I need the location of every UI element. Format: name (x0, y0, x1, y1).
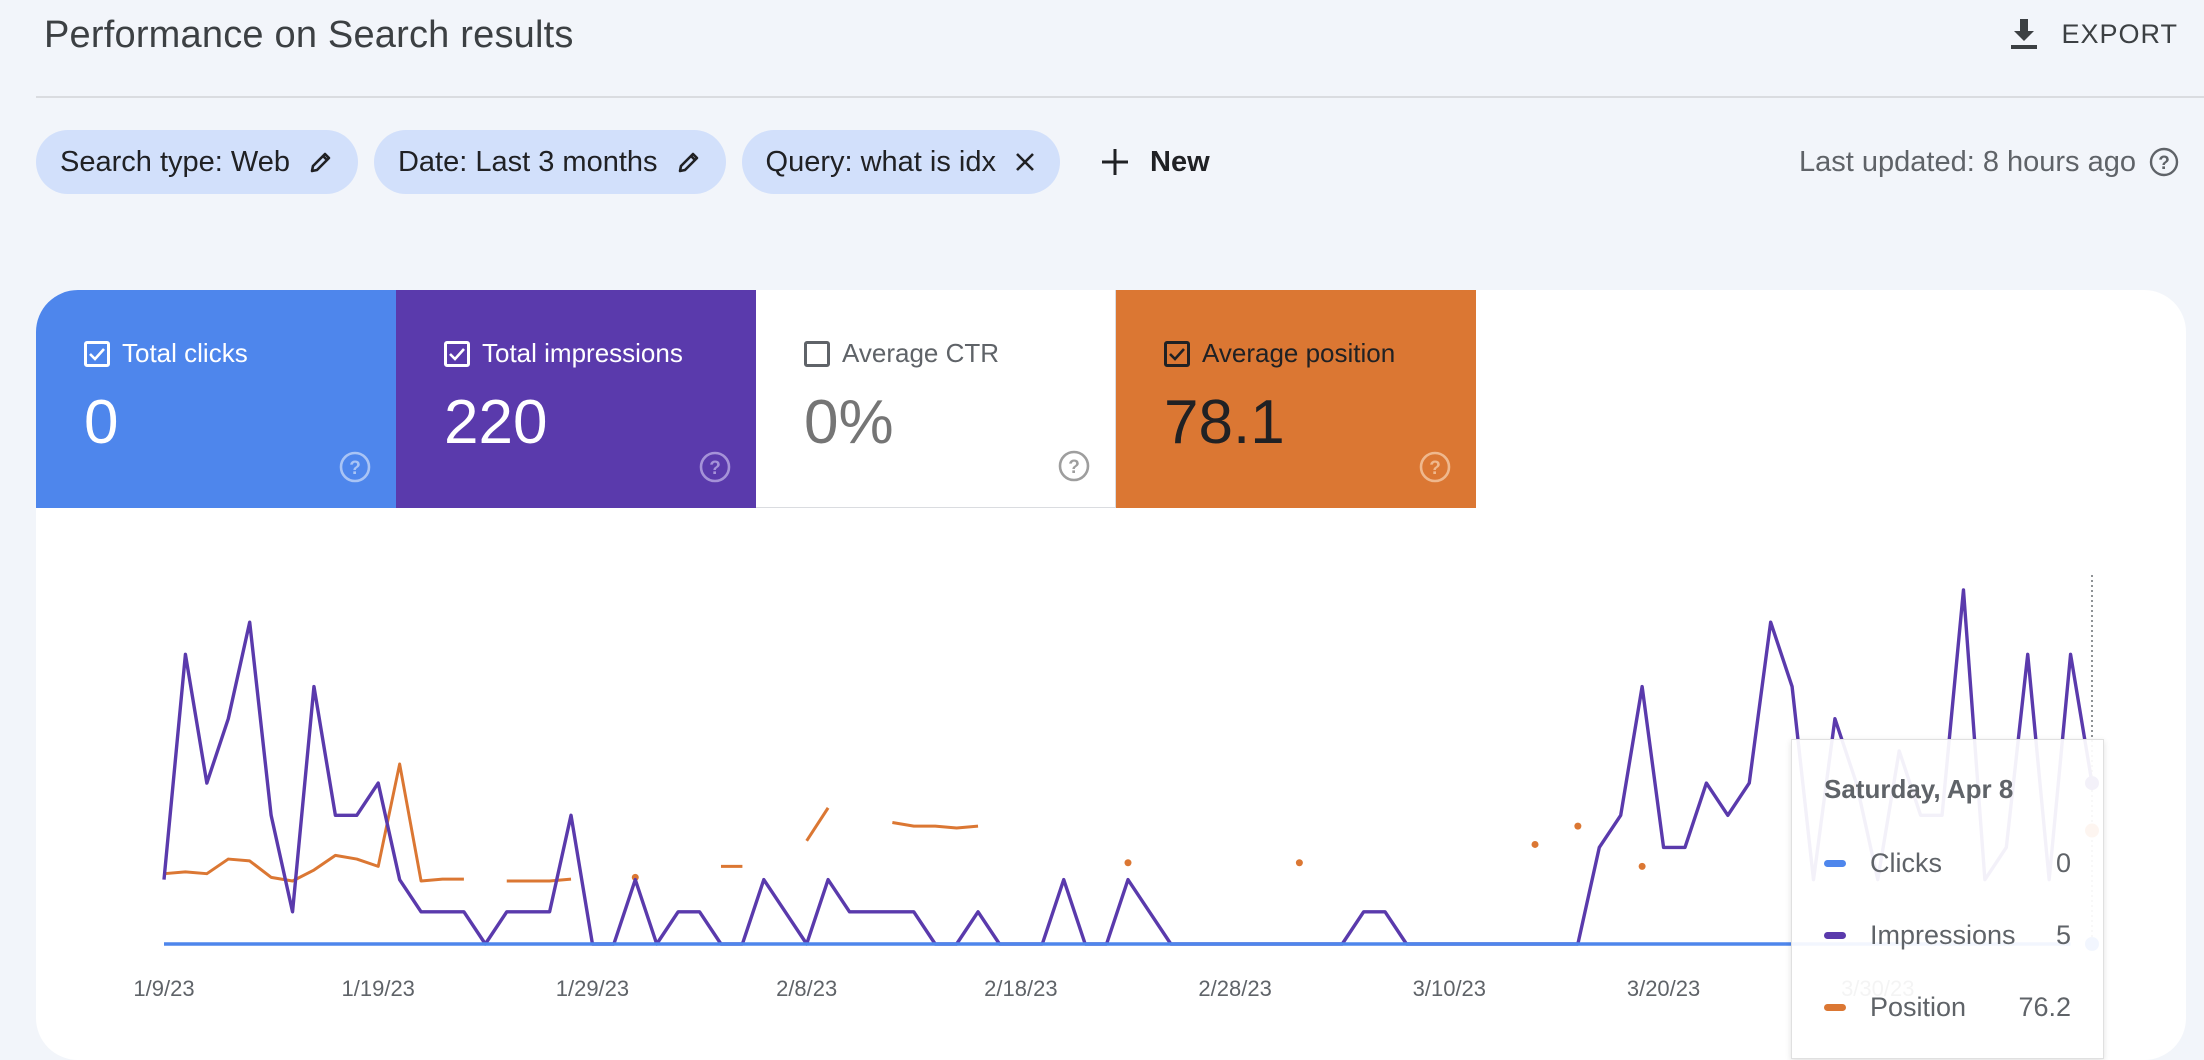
chart-tooltip: Saturday, Apr 8 Clicks 0 Impressions 5 P… (1791, 739, 2104, 1059)
last-updated: Last updated: 8 hours ago ? (1799, 140, 2180, 184)
tooltip-series-value: 5 (2055, 919, 2071, 950)
position-line (892, 821, 979, 830)
filter-chip-date[interactable]: Date: Last 3 months (373, 130, 726, 194)
metric-label: Total clicks (122, 338, 248, 368)
x-tick-label: 1/9/23 (133, 976, 194, 1001)
new-filter-label: New (1150, 145, 1210, 178)
page-title: Performance on Search results (44, 14, 574, 56)
checkbox-checked-icon[interactable] (444, 340, 470, 367)
position-line (163, 762, 464, 883)
x-tick-label: 2/8/23 (776, 976, 837, 1001)
page-header: Performance on Search results EXPORT (0, 0, 2204, 98)
checkbox-checked-icon[interactable] (84, 340, 110, 367)
help-icon[interactable]: ? (698, 450, 732, 484)
close-icon[interactable] (1014, 151, 1036, 173)
tooltip-row-position: Position 76.2 (1824, 971, 2071, 1043)
position-point (631, 873, 639, 881)
metric-total-impressions[interactable]: Total impressions 220 ? (396, 290, 756, 508)
position-line (506, 877, 572, 883)
metric-average-position[interactable]: Average position 78.1 ? (1116, 290, 1476, 508)
x-tick-label: 3/10/23 (1413, 976, 1486, 1001)
pencil-icon[interactable] (676, 149, 702, 175)
help-icon[interactable]: ? (1057, 449, 1091, 483)
svg-text:?: ? (349, 458, 361, 479)
x-tick-label: 3/20/23 (1627, 976, 1700, 1001)
legend-swatch (1824, 1003, 1846, 1011)
tooltip-series-name: Position (1870, 991, 1967, 1022)
svg-text:?: ? (709, 458, 721, 479)
pencil-icon[interactable] (308, 149, 334, 175)
metric-average-ctr[interactable]: Average CTR 0% ? (756, 290, 1116, 508)
metric-total-clicks[interactable]: Total clicks 0 ? (36, 290, 396, 508)
x-tick-label: 2/18/23 (984, 976, 1057, 1001)
chip-label: Date: Last 3 months (397, 145, 658, 178)
export-button[interactable]: EXPORT (2009, 12, 2178, 56)
x-tick-label: 2/28/23 (1198, 976, 1271, 1001)
chip-label: Search type: Web (60, 145, 290, 178)
position-point (1638, 862, 1646, 870)
plus-icon (1102, 149, 1128, 175)
metric-value: 0 (84, 388, 119, 457)
metric-value: 0% (804, 388, 894, 457)
position-point (1124, 859, 1132, 867)
x-tick-label: 1/29/23 (556, 976, 629, 1001)
legend-swatch (1824, 859, 1846, 867)
performance-card: Total clicks 0 ? Total impressions 220 ?… (36, 290, 2186, 1060)
header-divider (36, 96, 2204, 98)
download-icon (2011, 19, 2038, 49)
metric-value: 220 (444, 388, 548, 457)
metric-label: Total impressions (482, 338, 683, 368)
x-tick-label: 1/19/23 (342, 976, 415, 1001)
export-label: EXPORT (2061, 18, 2178, 49)
checkbox-checked-icon[interactable] (1164, 340, 1190, 367)
svg-text:?: ? (1068, 457, 1080, 478)
help-icon[interactable]: ? (2148, 146, 2180, 178)
position-point (1574, 822, 1582, 830)
position-line (805, 807, 830, 842)
metric-label: Average CTR (842, 338, 1000, 368)
position-point (1295, 859, 1303, 867)
legend-swatch (1824, 931, 1846, 939)
filter-bar: Search type: Web Date: Last 3 months Que… (36, 130, 1234, 194)
last-updated-text: Last updated: 8 hours ago (1799, 145, 2136, 178)
checkbox-unchecked-icon[interactable] (804, 340, 830, 367)
metric-value: 78.1 (1164, 388, 1285, 457)
svg-text:?: ? (2158, 153, 2170, 174)
tooltip-row-clicks: Clicks 0 (1824, 827, 2071, 899)
tooltip-date: Saturday, Apr 8 (1824, 774, 2014, 804)
metric-label: Average position (1202, 338, 1396, 368)
new-filter-button[interactable]: New (1076, 130, 1234, 194)
filter-chip-search-type[interactable]: Search type: Web (36, 130, 358, 194)
tooltip-series-value: 0 (2055, 847, 2071, 878)
position-point (1531, 840, 1539, 848)
tooltip-row-impressions: Impressions 5 (1824, 899, 2071, 971)
tooltip-series-name: Impressions (1870, 919, 2016, 950)
filter-chip-query[interactable]: Query: what is idx (741, 130, 1060, 194)
tooltip-series-name: Clicks (1870, 847, 1942, 878)
help-icon[interactable]: ? (338, 450, 372, 484)
help-icon[interactable]: ? (1418, 450, 1452, 484)
svg-text:?: ? (1429, 458, 1441, 479)
tooltip-series-value: 76.2 (2018, 991, 2071, 1022)
chip-label: Query: what is idx (765, 145, 996, 178)
